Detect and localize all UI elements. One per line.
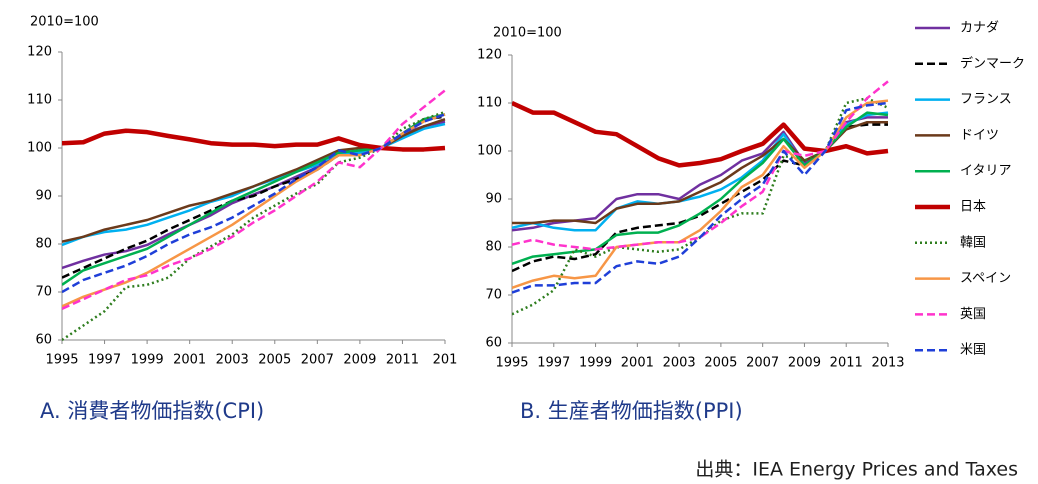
x-tick-label: 2005 [258,353,291,368]
y-axis-label: 2010=100 [493,26,562,41]
legend-label: ドイツ [960,128,999,143]
y-tick-label: 90 [35,189,52,204]
x-tick-label: 2005 [704,356,737,371]
source: 出典：IEA Energy Prices and Taxes [695,459,1018,481]
y-tick-label: 70 [485,288,502,303]
legend-label: イタリア [960,164,1011,179]
x-tick-label: 2009 [343,353,376,368]
legend-label: スペイン [960,271,1011,286]
y-tick-label: 70 [35,285,52,300]
y-tick-label: 110 [27,93,52,108]
legend-label: 英国 [960,307,986,322]
series-line [62,89,446,310]
x-tick-label: 2001 [173,353,206,368]
legend-label: カナダ [960,21,999,36]
x-tick-label: 2001 [621,356,654,371]
series-line [62,110,446,342]
legend-label: デンマーク [960,55,1025,71]
series-line [512,99,889,289]
series-line [512,96,889,316]
x-tick-label: 1995 [495,356,528,371]
chart-title: A. 消費者物価指数(CPI) [40,399,264,423]
x-tick-label: 2007 [301,353,334,368]
series-line [62,115,446,279]
y-tick-label: 120 [27,45,52,60]
series-line [512,100,889,168]
x-tick-label: 1995 [45,353,78,368]
y-axis-label: 2010=100 [30,15,99,30]
x-tick-label: 1999 [579,356,612,371]
series-line [512,101,889,294]
x-tick-label: 1999 [131,353,164,368]
x-tick-label: 201 [433,353,458,368]
series-line [512,80,889,251]
chart-title: B. 生産者物価指数(PPI) [520,399,743,423]
x-tick-label: 2003 [663,356,696,371]
y-tick-label: 60 [485,336,502,351]
y-tick-label: 100 [477,144,502,159]
legend-label: 日本 [960,200,986,215]
x-tick-label: 2011 [830,356,863,371]
y-tick-label: 90 [485,192,502,207]
x-tick-label: 2013 [871,356,904,371]
x-tick-label: 2009 [788,356,821,371]
y-tick-label: 100 [27,141,52,156]
x-tick-label: 1997 [88,353,121,368]
x-tick-label: 2011 [386,353,419,368]
legend-label: 米国 [960,343,986,358]
y-tick-label: 80 [485,240,502,255]
y-tick-label: 60 [35,333,52,348]
legend-label: 韓国 [960,235,986,250]
y-tick-label: 110 [477,96,502,111]
x-tick-label: 1997 [537,356,570,371]
x-tick-label: 2003 [216,353,249,368]
series-line [62,113,446,294]
series-line [512,111,889,265]
x-tick-label: 2007 [746,356,779,371]
legend-label: フランス [960,92,1012,107]
y-tick-label: 120 [477,48,502,63]
y-tick-label: 80 [35,237,52,252]
